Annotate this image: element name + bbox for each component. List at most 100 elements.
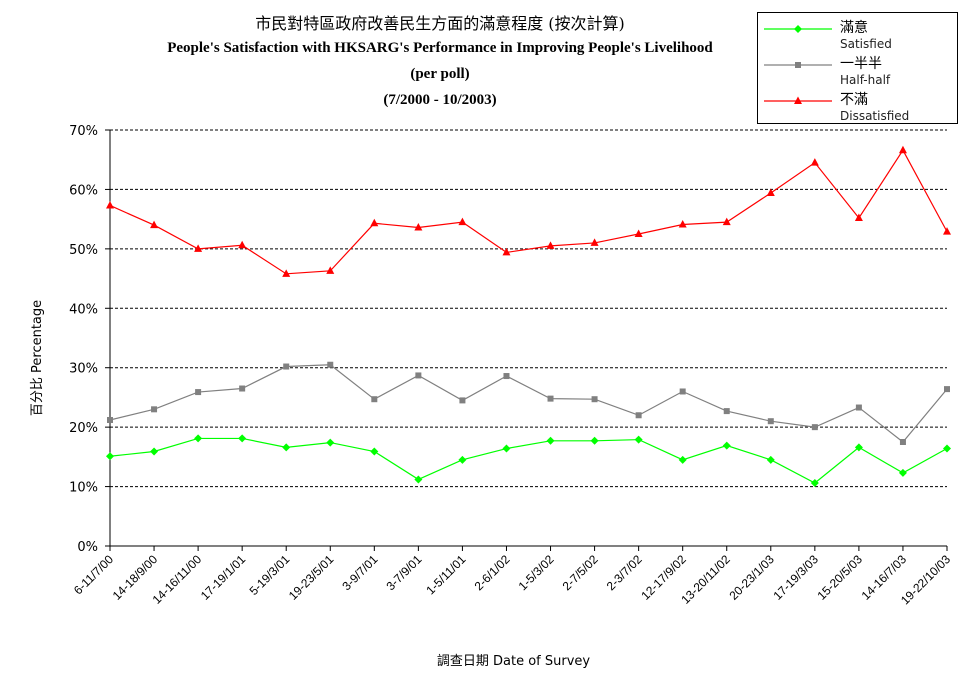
data-point: [150, 220, 159, 229]
data-point: [238, 240, 247, 249]
x-tick-label: 17-19/1/01: [198, 552, 249, 603]
x-tick-label: 6-11/7/00: [71, 552, 116, 597]
x-tick-label: 5-19/3/01: [247, 552, 293, 598]
data-point: [591, 396, 598, 403]
data-point: [459, 397, 466, 404]
data-point: [854, 213, 863, 221]
data-point: [106, 200, 114, 209]
legend-label-half-half-en: Half-half: [840, 73, 891, 87]
x-tick-label: 3-7/9/01: [383, 552, 424, 593]
data-point: [943, 227, 951, 235]
y-tick-label: 0%: [77, 540, 98, 555]
data-point: [546, 436, 555, 445]
data-point: [854, 443, 863, 452]
y-tick-label: 50%: [69, 243, 98, 258]
data-point: [590, 238, 599, 246]
data-point: [415, 372, 422, 379]
data-point: [150, 447, 159, 456]
data-point: [898, 145, 907, 154]
data-point: [239, 385, 246, 392]
x-tick-label: 20-23/1/03: [726, 552, 777, 603]
chart-title-en: People's Satisfaction with HKSARG's Perf…: [167, 40, 713, 56]
data-point: [546, 241, 555, 249]
y-tick-label: 30%: [69, 362, 98, 377]
y-axis-title: 百分比 Percentage: [30, 300, 45, 416]
x-tick-label: 19-23/5/01: [286, 552, 337, 603]
x-tick-label: 1-5/11/01: [423, 552, 468, 597]
y-tick-label: 10%: [69, 481, 98, 496]
series-line-satisfied: [109, 437, 948, 484]
x-tick-label: 3-9/7/01: [339, 552, 380, 593]
y-tick-label: 20%: [69, 421, 98, 436]
data-point: [723, 408, 730, 415]
data-point: [679, 388, 686, 395]
x-tick-label: 1-5/3/02: [516, 552, 557, 593]
data-point: [944, 386, 950, 393]
series-line-half-half: [109, 364, 948, 443]
data-point: [502, 247, 511, 256]
chart-subtitle: (per poll): [410, 66, 470, 82]
data-point: [194, 244, 203, 252]
legend-marker-satisfied: [764, 25, 832, 33]
legend-label-satisfied-en: Satisfied: [840, 37, 892, 51]
data-point: [943, 444, 951, 453]
legend-marker-half-half: [764, 62, 832, 68]
data-point: [283, 363, 290, 370]
x-tick-label: 2-7/5/02: [560, 552, 601, 593]
data-point: [855, 404, 862, 411]
data-point: [898, 468, 907, 477]
data-point: [634, 229, 643, 237]
data-point: [371, 396, 378, 403]
legend-item-dissatisfied: 不滿 Dissatisfied: [758, 87, 957, 123]
data-point: [151, 406, 158, 413]
data-point: [767, 418, 774, 425]
data-point: [194, 434, 203, 443]
y-tick-label: 70%: [69, 124, 98, 139]
data-point: [326, 438, 335, 447]
data-point: [370, 218, 379, 227]
x-tick-label: 15-20/5/03: [815, 552, 866, 603]
chart-period: (7/2000 - 10/2003): [383, 92, 497, 108]
data-point: [458, 455, 467, 464]
y-tick-label: 60%: [69, 183, 98, 198]
data-point: [810, 158, 819, 166]
data-point: [238, 434, 247, 443]
data-point: [414, 222, 423, 231]
data-point: [195, 389, 202, 396]
data-point: [811, 424, 818, 431]
data-point: [107, 417, 113, 424]
x-axis-title: 調查日期 Date of Survey: [437, 654, 591, 669]
legend-label-dissatisfied-en: Dissatisfied: [840, 109, 910, 123]
series-line-dissatisfied: [109, 149, 948, 275]
data-point: [678, 455, 687, 464]
legend-item-satisfied: 滿意 Satisfied: [758, 15, 957, 51]
data-point: [547, 395, 554, 402]
data-point: [635, 412, 642, 419]
data-point: [766, 188, 775, 196]
x-tick-label: 2-6/1/02: [472, 552, 513, 593]
data-point: [326, 266, 335, 274]
legend-item-half-half: 一半半 Half-half: [758, 51, 957, 87]
data-point: [282, 443, 291, 452]
data-point: [106, 452, 114, 461]
data-point: [503, 373, 510, 380]
data-point: [722, 217, 731, 226]
legend-marker-dissatisfied: [764, 96, 832, 104]
data-point: [502, 444, 511, 453]
data-point: [590, 436, 599, 445]
data-point: [634, 435, 643, 444]
data-point: [899, 439, 906, 445]
legend-label-half-half-zh: 一半半: [840, 56, 882, 72]
legend: 滿意 Satisfied 一半半 Half-half 不滿 Dissatisfi…: [757, 12, 958, 124]
data-point: [766, 455, 775, 464]
chart-title-zh: 市民對特區政府改善民生方面的滿意程度 (按次計算): [255, 14, 625, 33]
data-point: [810, 479, 819, 488]
data-point: [370, 447, 379, 456]
x-tick-label: 17-19/3/03: [770, 552, 821, 603]
data-point: [282, 269, 291, 277]
data-point: [458, 217, 467, 226]
x-tick-label: 2-3/7/02: [604, 552, 645, 593]
data-point: [722, 441, 731, 450]
y-tick-label: 40%: [69, 302, 98, 317]
